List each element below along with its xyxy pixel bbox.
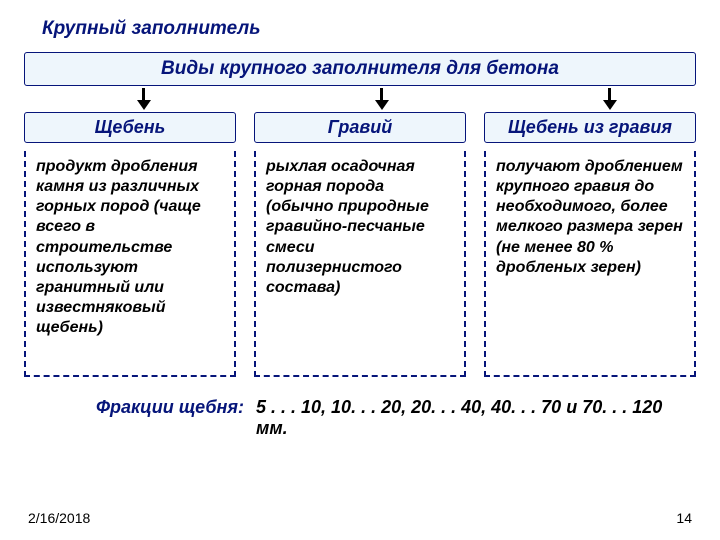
arrow-row xyxy=(24,86,696,112)
down-arrow-icon xyxy=(375,88,389,110)
fractions-value: 5 . . . 10, 10. . . 20, 20. . . 40, 40. … xyxy=(256,397,696,439)
footer-page-number: 14 xyxy=(676,510,692,526)
column-body: продукт дробления камня из различных гор… xyxy=(24,151,236,377)
column: Щебень продукт дробления камня из различ… xyxy=(24,112,236,377)
fractions-label: Фракции щебня: xyxy=(24,397,244,439)
column-header: Щебень xyxy=(24,112,236,143)
down-arrow-icon xyxy=(137,88,151,110)
column-body: получают дроблением крупного гравия до н… xyxy=(484,151,696,377)
column-header: Щебень из гравия xyxy=(484,112,696,143)
slide-page: Крупный заполнитель Виды крупного заполн… xyxy=(0,0,720,540)
footer: 2/16/2018 14 xyxy=(28,510,692,526)
column-body: рыхлая осадочная горная порода (обычно п… xyxy=(254,151,466,377)
column: Щебень из гравия получают дроблением кру… xyxy=(484,112,696,377)
down-arrow-icon xyxy=(603,88,617,110)
footer-date: 2/16/2018 xyxy=(28,510,90,526)
columns-container: Щебень продукт дробления камня из различ… xyxy=(24,112,696,377)
page-title: Крупный заполнитель xyxy=(42,18,696,40)
column: Гравий рыхлая осадочная горная порода (о… xyxy=(254,112,466,377)
column-header: Гравий xyxy=(254,112,466,143)
fractions-row: Фракции щебня: 5 . . . 10, 10. . . 20, 2… xyxy=(24,397,696,439)
main-banner: Виды крупного заполнителя для бетона xyxy=(24,52,696,86)
